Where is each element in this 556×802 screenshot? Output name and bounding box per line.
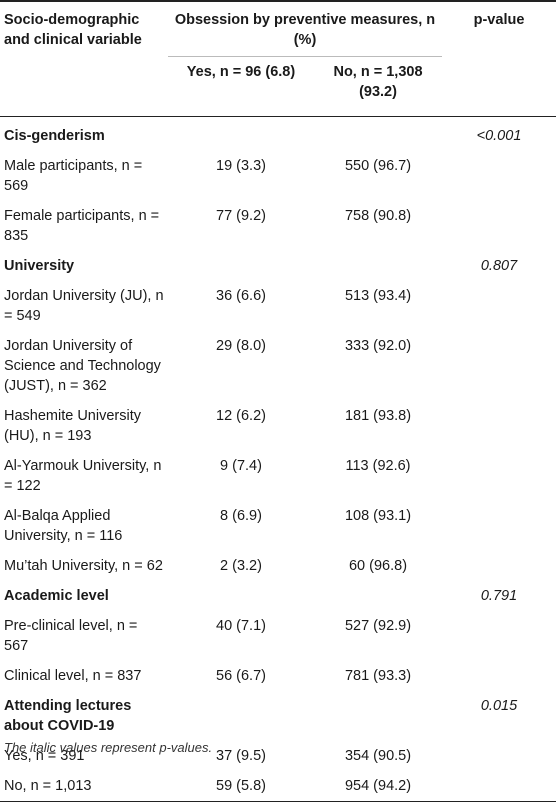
yes-value: 8 (6.9) — [168, 501, 314, 551]
yes-value: 12 (6.2) — [168, 401, 314, 451]
p-value — [442, 201, 556, 251]
row-label: Male participants, n = 569 — [0, 151, 168, 201]
category-label: Academic level — [0, 581, 168, 611]
row-label: Al-Balqa Applied University, n = 116 — [0, 501, 168, 551]
no-value: 108 (93.1) — [314, 501, 442, 551]
header-group-text: Obsession by preventive measures, n (%) — [168, 10, 442, 57]
p-value — [442, 331, 556, 401]
p-value: 0.807 — [442, 251, 556, 281]
no-value — [314, 251, 442, 281]
p-value — [442, 501, 556, 551]
header-variable: Socio-demographic and clinical variable — [0, 4, 168, 117]
yes-value — [168, 117, 314, 151]
category-row: Academic level 0.791 — [0, 581, 556, 611]
no-value — [314, 691, 442, 741]
no-value: 333 (92.0) — [314, 331, 442, 401]
row-label: Jordan University of Science and Technol… — [0, 331, 168, 401]
no-value: 354 (90.5) — [314, 741, 442, 771]
yes-value — [168, 691, 314, 741]
footnote: The italic values represent p-values. — [4, 738, 212, 758]
p-value — [442, 401, 556, 451]
no-value — [314, 117, 442, 151]
header-pvalue: p-value — [442, 4, 556, 117]
p-value — [442, 611, 556, 661]
p-value — [442, 151, 556, 201]
p-value: 0.791 — [442, 581, 556, 611]
category-row: University 0.807 — [0, 251, 556, 281]
category-row: Cis-genderism <0.001 — [0, 117, 556, 151]
p-value — [442, 771, 556, 802]
header-yes: Yes, n = 96 (6.8) — [168, 58, 314, 117]
yes-value: 29 (8.0) — [168, 331, 314, 401]
row-label: Hashemite University (HU), n = 193 — [0, 401, 168, 451]
p-value — [442, 281, 556, 331]
row-label: Al-Yarmouk University, n = 122 — [0, 451, 168, 501]
row-label: Mu’tah University, n = 62 — [0, 551, 168, 581]
yes-value: 2 (3.2) — [168, 551, 314, 581]
row-label: Female participants, n = 835 — [0, 201, 168, 251]
row-label: Pre-clinical level, n = 567 — [0, 611, 168, 661]
table-page: Socio-demographic and clinical variable … — [0, 0, 556, 782]
yes-value: 19 (3.3) — [168, 151, 314, 201]
p-value: <0.001 — [442, 117, 556, 151]
no-value — [314, 581, 442, 611]
category-label: Attending lectures about COVID-19 — [0, 691, 168, 741]
row-label: Clinical level, n = 837 — [0, 661, 168, 691]
p-value — [442, 551, 556, 581]
no-value: 954 (94.2) — [314, 771, 442, 802]
yes-value — [168, 581, 314, 611]
row-label: No, n = 1,013 — [0, 771, 168, 802]
top-rule — [0, 0, 556, 2]
category-label: University — [0, 251, 168, 281]
yes-value: 36 (6.6) — [168, 281, 314, 331]
yes-value — [168, 251, 314, 281]
yes-value: 9 (7.4) — [168, 451, 314, 501]
yes-value: 40 (7.1) — [168, 611, 314, 661]
no-value: 527 (92.9) — [314, 611, 442, 661]
yes-value: 59 (5.8) — [168, 771, 314, 802]
no-value: 181 (93.8) — [314, 401, 442, 451]
no-value: 60 (96.8) — [314, 551, 442, 581]
header-group: Obsession by preventive measures, n (%) — [168, 4, 442, 58]
no-value: 781 (93.3) — [314, 661, 442, 691]
category-label: Cis-genderism — [0, 117, 168, 151]
no-value: 550 (96.7) — [314, 151, 442, 201]
yes-value: 56 (6.7) — [168, 661, 314, 691]
no-value: 513 (93.4) — [314, 281, 442, 331]
results-table: Socio-demographic and clinical variable … — [0, 4, 556, 802]
p-value — [442, 741, 556, 771]
yes-value: 77 (9.2) — [168, 201, 314, 251]
no-value: 758 (90.8) — [314, 201, 442, 251]
p-value — [442, 451, 556, 501]
no-value: 113 (92.6) — [314, 451, 442, 501]
row-label: Jordan University (JU), n = 549 — [0, 281, 168, 331]
header-no: No, n = 1,308 (93.2) — [314, 58, 442, 117]
category-row: Attending lectures about COVID-19 0.015 — [0, 691, 556, 741]
p-value: 0.015 — [442, 691, 556, 741]
table-row: Jordan University of Science and Technol… — [0, 331, 556, 401]
p-value — [442, 661, 556, 691]
